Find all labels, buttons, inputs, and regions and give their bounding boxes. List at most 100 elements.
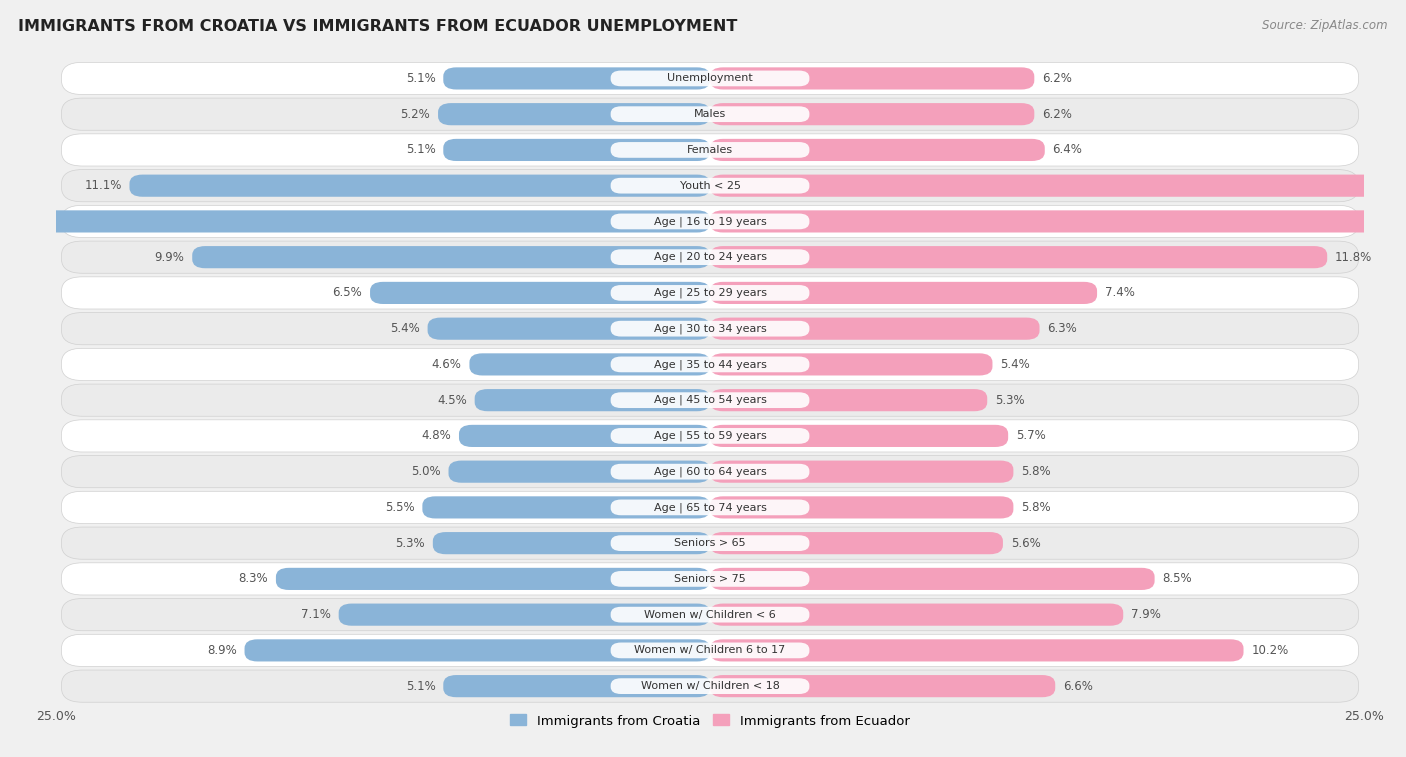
Text: 7.1%: 7.1% [301, 608, 330, 621]
FancyBboxPatch shape [710, 103, 1035, 125]
FancyBboxPatch shape [710, 282, 1097, 304]
Text: Seniors > 75: Seniors > 75 [673, 574, 747, 584]
FancyBboxPatch shape [443, 675, 710, 697]
Text: 5.4%: 5.4% [389, 322, 420, 335]
FancyBboxPatch shape [610, 571, 810, 587]
Text: Women w/ Children < 6: Women w/ Children < 6 [644, 609, 776, 620]
FancyBboxPatch shape [610, 106, 810, 122]
Text: 5.8%: 5.8% [1021, 465, 1050, 478]
Text: 5.7%: 5.7% [1017, 429, 1046, 442]
Text: 7.9%: 7.9% [1130, 608, 1161, 621]
FancyBboxPatch shape [610, 285, 810, 301]
FancyBboxPatch shape [62, 241, 1358, 273]
Text: 8.3%: 8.3% [239, 572, 269, 585]
Text: 10.2%: 10.2% [1251, 644, 1289, 657]
FancyBboxPatch shape [449, 460, 710, 483]
FancyBboxPatch shape [245, 640, 710, 662]
FancyBboxPatch shape [470, 354, 710, 375]
Text: 5.8%: 5.8% [1021, 501, 1050, 514]
FancyBboxPatch shape [710, 460, 1014, 483]
Text: 6.2%: 6.2% [1042, 107, 1071, 120]
Text: 6.4%: 6.4% [1053, 143, 1083, 157]
FancyBboxPatch shape [370, 282, 710, 304]
Text: 7.4%: 7.4% [1105, 286, 1135, 300]
FancyBboxPatch shape [710, 67, 1035, 89]
FancyBboxPatch shape [710, 175, 1406, 197]
Text: Age | 65 to 74 years: Age | 65 to 74 years [654, 502, 766, 512]
FancyBboxPatch shape [458, 425, 710, 447]
Text: 11.1%: 11.1% [84, 179, 122, 192]
FancyBboxPatch shape [62, 313, 1358, 344]
Text: Women w/ Children 6 to 17: Women w/ Children 6 to 17 [634, 646, 786, 656]
FancyBboxPatch shape [710, 139, 1045, 161]
FancyBboxPatch shape [710, 318, 1039, 340]
FancyBboxPatch shape [62, 670, 1358, 702]
Text: Source: ZipAtlas.com: Source: ZipAtlas.com [1263, 19, 1388, 32]
Text: 11.8%: 11.8% [1336, 251, 1372, 263]
FancyBboxPatch shape [276, 568, 710, 590]
FancyBboxPatch shape [710, 640, 1243, 662]
Text: 6.5%: 6.5% [332, 286, 363, 300]
FancyBboxPatch shape [610, 178, 810, 194]
Text: Age | 45 to 54 years: Age | 45 to 54 years [654, 395, 766, 406]
FancyBboxPatch shape [610, 392, 810, 408]
Text: 5.3%: 5.3% [395, 537, 425, 550]
FancyBboxPatch shape [610, 213, 810, 229]
FancyBboxPatch shape [610, 464, 810, 479]
FancyBboxPatch shape [427, 318, 710, 340]
Text: Seniors > 65: Seniors > 65 [675, 538, 745, 548]
Text: Age | 20 to 24 years: Age | 20 to 24 years [654, 252, 766, 263]
Text: 4.8%: 4.8% [422, 429, 451, 442]
FancyBboxPatch shape [443, 67, 710, 89]
FancyBboxPatch shape [62, 384, 1358, 416]
Text: 5.1%: 5.1% [406, 143, 436, 157]
FancyBboxPatch shape [62, 420, 1358, 452]
FancyBboxPatch shape [710, 675, 1056, 697]
FancyBboxPatch shape [610, 249, 810, 265]
FancyBboxPatch shape [610, 535, 810, 551]
Text: 6.6%: 6.6% [1063, 680, 1092, 693]
FancyBboxPatch shape [422, 497, 710, 519]
FancyBboxPatch shape [62, 491, 1358, 524]
FancyBboxPatch shape [439, 103, 710, 125]
Text: 4.6%: 4.6% [432, 358, 461, 371]
Text: 8.5%: 8.5% [1163, 572, 1192, 585]
FancyBboxPatch shape [129, 175, 710, 197]
FancyBboxPatch shape [433, 532, 710, 554]
Text: 6.2%: 6.2% [1042, 72, 1071, 85]
FancyBboxPatch shape [610, 500, 810, 516]
FancyBboxPatch shape [610, 142, 810, 157]
FancyBboxPatch shape [710, 532, 1002, 554]
Text: Youth < 25: Youth < 25 [679, 181, 741, 191]
FancyBboxPatch shape [710, 246, 1327, 268]
Text: Unemployment: Unemployment [668, 73, 752, 83]
FancyBboxPatch shape [443, 139, 710, 161]
Text: 5.4%: 5.4% [1000, 358, 1031, 371]
FancyBboxPatch shape [62, 98, 1358, 130]
Text: 5.1%: 5.1% [406, 680, 436, 693]
Text: Age | 30 to 34 years: Age | 30 to 34 years [654, 323, 766, 334]
FancyBboxPatch shape [62, 527, 1358, 559]
Text: 5.1%: 5.1% [406, 72, 436, 85]
FancyBboxPatch shape [62, 134, 1358, 166]
FancyBboxPatch shape [193, 246, 710, 268]
Text: 5.6%: 5.6% [1011, 537, 1040, 550]
Text: 5.3%: 5.3% [995, 394, 1025, 407]
Text: IMMIGRANTS FROM CROATIA VS IMMIGRANTS FROM ECUADOR UNEMPLOYMENT: IMMIGRANTS FROM CROATIA VS IMMIGRANTS FR… [18, 19, 738, 34]
FancyBboxPatch shape [62, 348, 1358, 381]
Text: Age | 55 to 59 years: Age | 55 to 59 years [654, 431, 766, 441]
Text: Age | 25 to 29 years: Age | 25 to 29 years [654, 288, 766, 298]
FancyBboxPatch shape [62, 205, 1358, 238]
Text: Age | 35 to 44 years: Age | 35 to 44 years [654, 359, 766, 369]
Legend: Immigrants from Croatia, Immigrants from Ecuador: Immigrants from Croatia, Immigrants from… [505, 709, 915, 733]
FancyBboxPatch shape [475, 389, 710, 411]
FancyBboxPatch shape [610, 643, 810, 659]
Text: Women w/ Children < 18: Women w/ Children < 18 [641, 681, 779, 691]
FancyBboxPatch shape [610, 428, 810, 444]
FancyBboxPatch shape [710, 354, 993, 375]
FancyBboxPatch shape [710, 497, 1014, 519]
FancyBboxPatch shape [710, 568, 1154, 590]
Text: 5.0%: 5.0% [411, 465, 440, 478]
FancyBboxPatch shape [0, 210, 710, 232]
FancyBboxPatch shape [62, 62, 1358, 95]
